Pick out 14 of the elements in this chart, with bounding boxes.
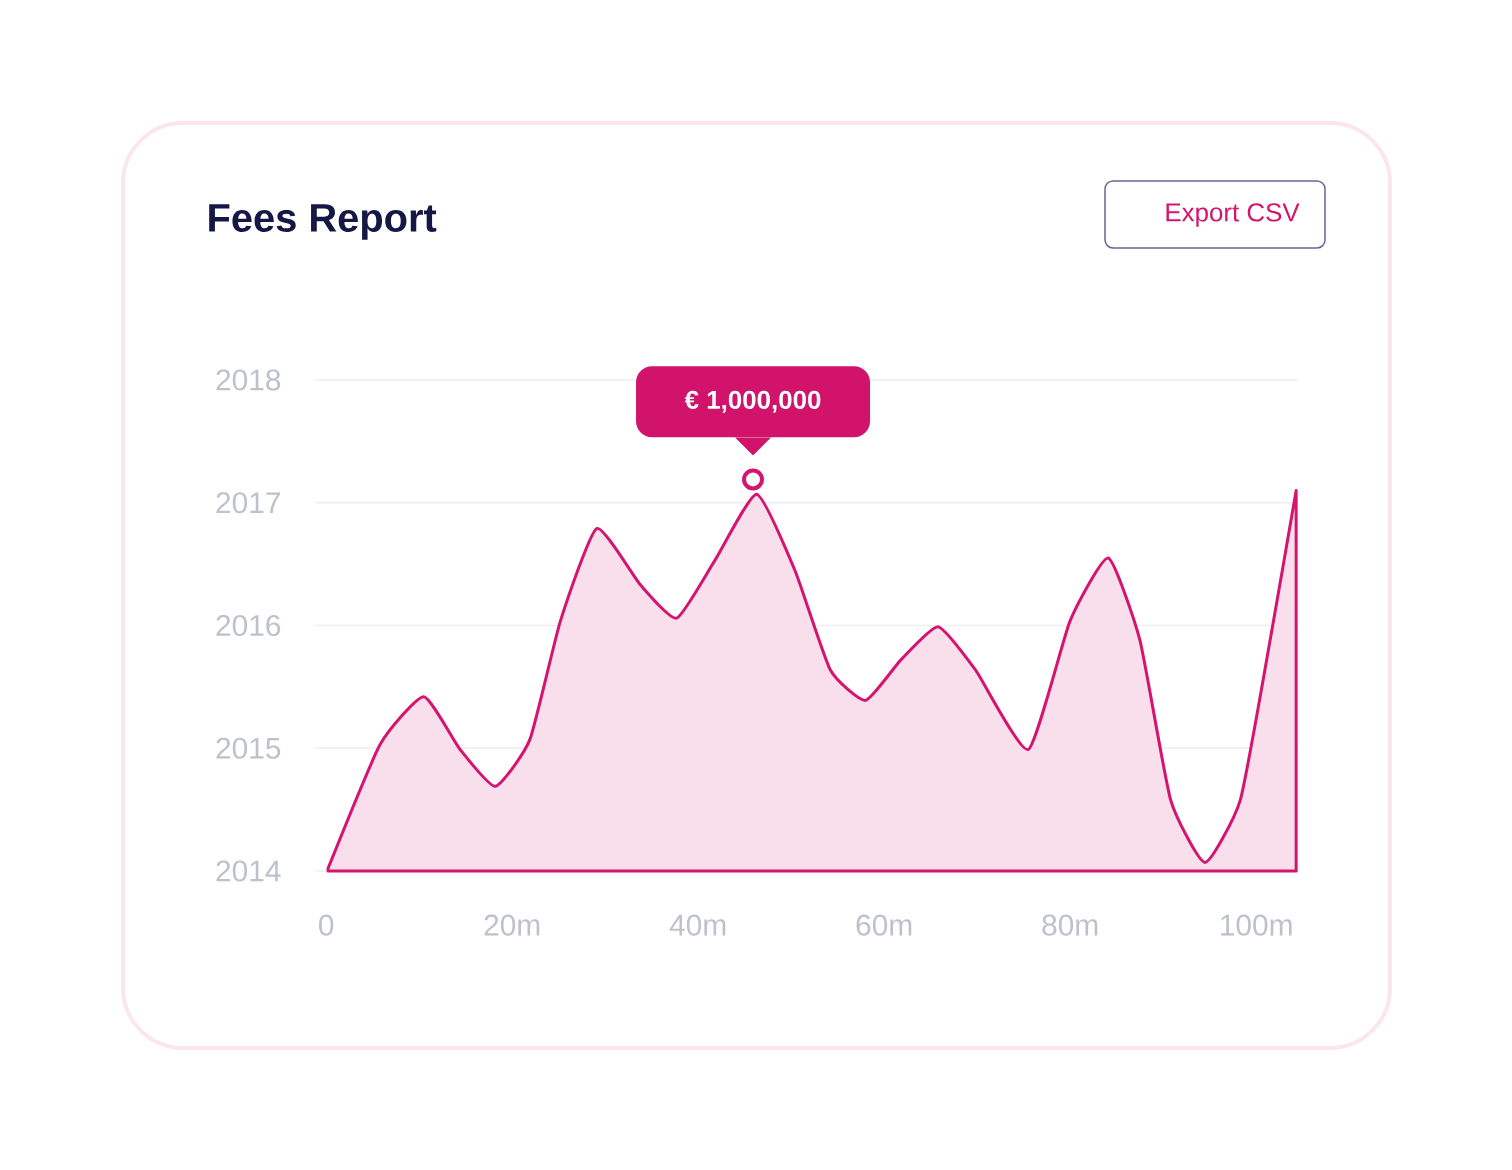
x-tick-label: 40m (669, 914, 726, 936)
y-tick-label: 2018 (216, 369, 281, 391)
text: Export CSV (1166, 203, 1300, 227)
x-tick-label: 20m (484, 914, 540, 936)
x-tick-label: 0 (319, 914, 334, 936)
y-tick-label: 2017 (216, 492, 280, 514)
chart-title: Fees Report (209, 204, 437, 240)
x-tick-label: 80m (1042, 914, 1098, 936)
annotation: € 1,000,000 (684, 390, 821, 413)
y-tick-label: 2016 (216, 614, 281, 637)
x-tick-label: 60m (856, 914, 912, 936)
y-tick-label: 2015 (216, 737, 281, 759)
y-tick-label: 2014 (216, 860, 281, 882)
x-tick-label: 100m (1221, 914, 1292, 936)
